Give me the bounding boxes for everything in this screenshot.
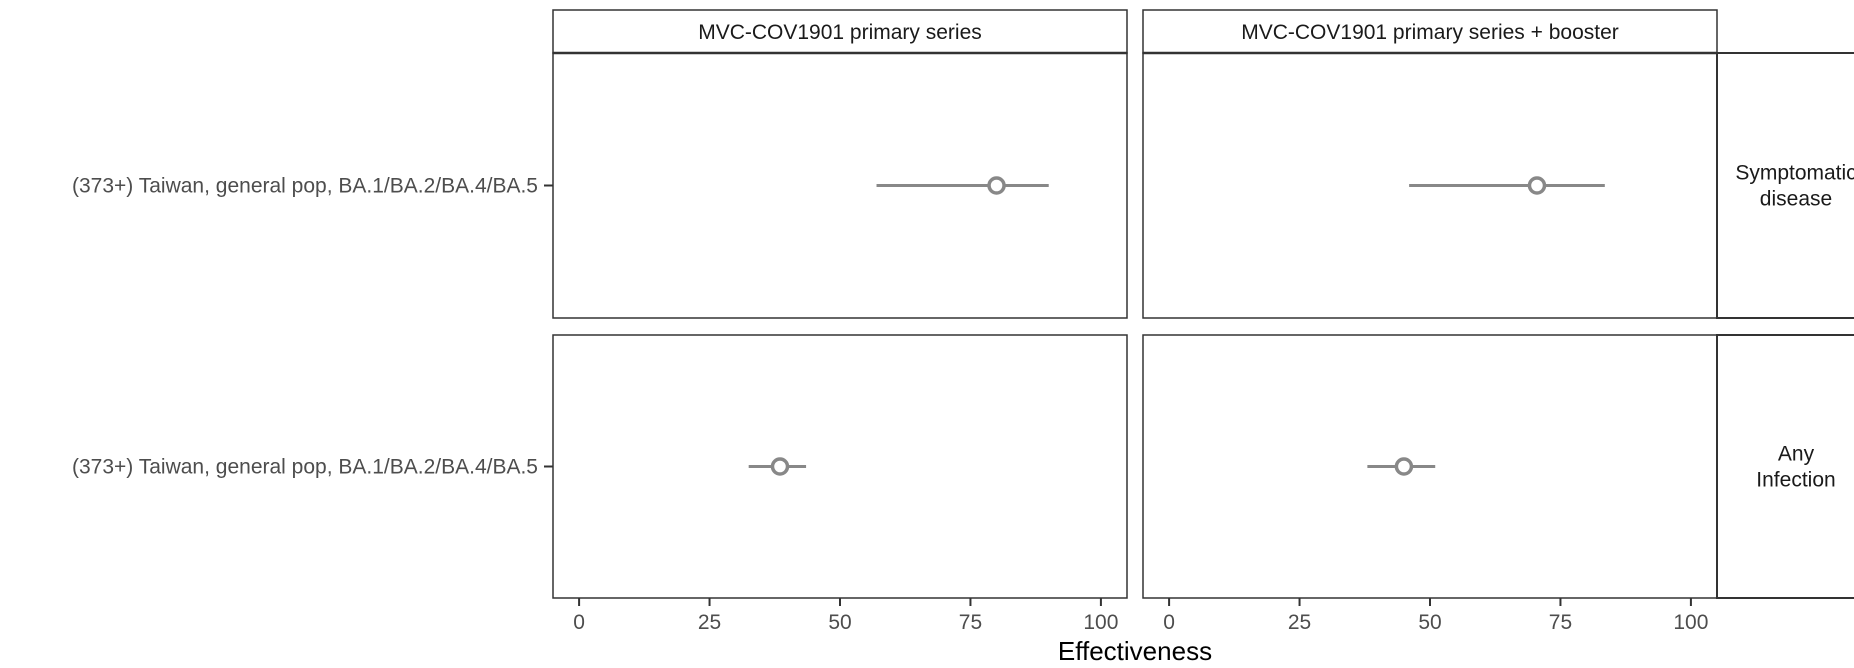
x-axis-title: Effectiveness (1058, 636, 1212, 666)
mark-layer (748, 176, 1605, 476)
row-strip-label-1-1: Infection (1756, 469, 1835, 492)
estimate-point-3 (1394, 457, 1414, 476)
column-strip-box (1142, 9, 1718, 54)
x-tick-label: 0 (573, 611, 585, 634)
x-tick-label: 100 (1083, 611, 1118, 634)
column-strip-label-0: MVC-COV1901 primary series (698, 21, 982, 44)
row-strip-label-0-0: Symptomatic (1735, 162, 1854, 185)
x-tick-label: 25 (1288, 611, 1311, 634)
x-tick-label: 75 (959, 611, 982, 634)
estimate-point-0 (987, 176, 1006, 195)
row-strip-box (1716, 52, 1854, 319)
axis-layer: (373+) Taiwan, general pop, BA.1/BA.2/BA… (72, 175, 1708, 635)
row-strip-label-1-0: Any (1778, 443, 1815, 466)
panel-layer (553, 53, 1717, 598)
x-tick-label: 50 (1418, 611, 1441, 634)
x-tick-label: 75 (1549, 611, 1572, 634)
estimate-point-1 (1527, 176, 1547, 195)
row-strip-box (1716, 334, 1854, 599)
column-strip-label-1: MVC-COV1901 primary series + booster (1241, 21, 1619, 44)
y-category-label: (373+) Taiwan, general pop, BA.1/BA.2/BA… (72, 456, 538, 479)
panel-background (553, 335, 1127, 598)
x-tick-label: 100 (1673, 611, 1708, 634)
x-tick-label: 50 (828, 611, 851, 634)
x-tick-label: 0 (1163, 611, 1175, 634)
estimate-point-2 (770, 457, 790, 476)
column-strip-box (552, 9, 1128, 54)
strip-layer: Symptomatic disease Any Infection MVC-COV190… (552, 9, 1854, 599)
x-tick-label: 25 (698, 611, 721, 634)
row-strip-label-0-1: disease (1760, 188, 1832, 211)
y-category-label: (373+) Taiwan, general pop, BA.1/BA.2/BA… (72, 175, 538, 198)
